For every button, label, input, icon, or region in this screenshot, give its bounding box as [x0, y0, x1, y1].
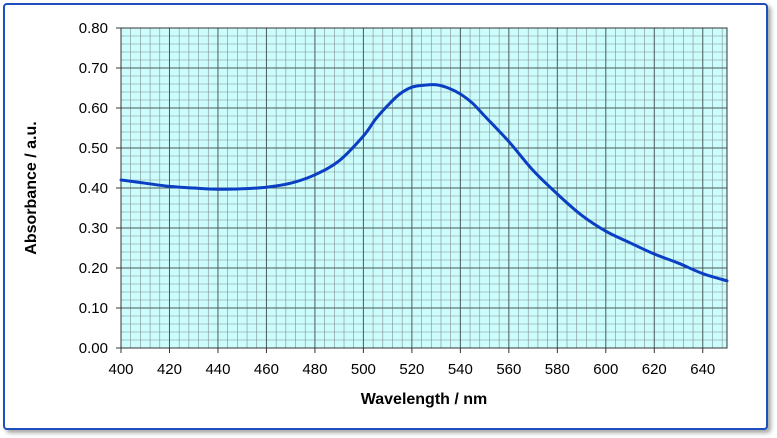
x-tick-label: 500: [351, 361, 376, 378]
y-tick-label: 0.20: [79, 260, 108, 277]
y-axis-ticks: 0.00 0.10 0.20 0.30 0.40 0.50 0.60 0.70 0.80: [79, 20, 121, 357]
y-tick-label: 0.80: [79, 20, 108, 37]
x-tick-label: 600: [593, 361, 618, 378]
x-tick-label: 620: [642, 361, 667, 378]
x-tick-label: 640: [690, 361, 715, 378]
x-axis-title: Wavelength / nm: [361, 391, 488, 408]
x-tick-label: 560: [496, 361, 521, 378]
y-axis-title: Absorbance / a.u.: [23, 121, 40, 254]
x-axis-ticks: 400 420 440 460 480 500 520 540 560 580 600 620 640: [108, 348, 715, 378]
y-tick-label: 0.00: [79, 340, 108, 357]
y-tick-label: 0.40: [79, 180, 108, 197]
x-tick-label: 440: [205, 361, 230, 378]
x-tick-label: 580: [545, 361, 570, 378]
y-tick-label: 0.30: [79, 220, 108, 237]
x-tick-label: 520: [399, 361, 424, 378]
x-tick-label: 480: [302, 361, 327, 378]
series-line: [119, 83, 729, 283]
y-tick-label: 0.60: [79, 100, 108, 117]
x-tick-label: 400: [108, 361, 133, 378]
y-tick-label: 0.50: [79, 140, 108, 157]
y-tick-label: 0.10: [79, 300, 108, 317]
x-tick-label: 420: [157, 361, 182, 378]
x-tick-label: 540: [448, 361, 473, 378]
x-tick-label: 460: [254, 361, 279, 378]
y-tick-label: 0.70: [79, 60, 108, 77]
